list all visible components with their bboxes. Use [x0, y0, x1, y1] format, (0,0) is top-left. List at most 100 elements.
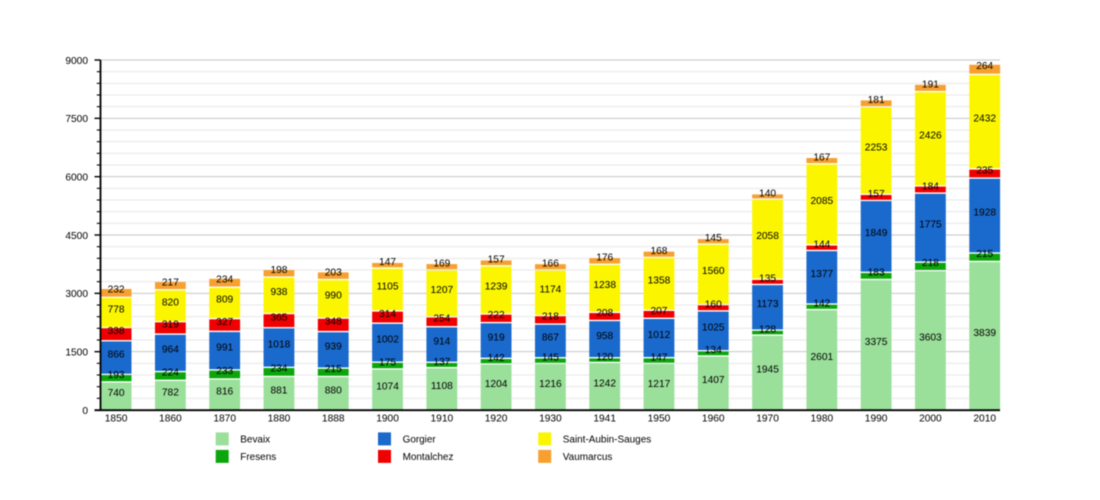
svg-text:3839: 3839 — [973, 328, 996, 339]
svg-text:234: 234 — [270, 364, 287, 375]
svg-text:2601: 2601 — [811, 352, 834, 363]
svg-text:740: 740 — [108, 388, 125, 399]
svg-text:9000: 9000 — [65, 56, 88, 67]
svg-text:168: 168 — [650, 246, 667, 257]
svg-text:782: 782 — [162, 387, 179, 398]
svg-text:1849: 1849 — [865, 228, 888, 239]
svg-text:2058: 2058 — [756, 231, 779, 242]
svg-text:217: 217 — [162, 277, 179, 288]
svg-text:314: 314 — [379, 309, 396, 320]
svg-text:2000: 2000 — [919, 413, 942, 424]
svg-text:1074: 1074 — [376, 382, 399, 393]
svg-text:Gorgier: Gorgier — [403, 435, 437, 446]
svg-text:1204: 1204 — [485, 379, 508, 390]
svg-text:1928: 1928 — [973, 207, 996, 218]
svg-text:184: 184 — [922, 181, 939, 192]
svg-text:938: 938 — [270, 287, 287, 298]
svg-text:2085: 2085 — [811, 196, 834, 207]
svg-text:867: 867 — [542, 333, 559, 344]
svg-text:820: 820 — [162, 298, 179, 309]
svg-text:1242: 1242 — [593, 378, 616, 389]
svg-text:1960: 1960 — [702, 413, 725, 424]
svg-text:1910: 1910 — [430, 413, 453, 424]
svg-text:3000: 3000 — [65, 289, 88, 300]
svg-text:1377: 1377 — [811, 269, 834, 280]
svg-text:135: 135 — [759, 274, 776, 285]
svg-text:1500: 1500 — [65, 347, 88, 358]
svg-text:365: 365 — [270, 312, 287, 323]
svg-text:991: 991 — [216, 342, 233, 353]
svg-text:809: 809 — [216, 295, 233, 306]
svg-text:2010: 2010 — [973, 413, 996, 424]
svg-text:348: 348 — [325, 317, 342, 328]
svg-text:990: 990 — [325, 291, 342, 302]
svg-text:1025: 1025 — [702, 323, 725, 334]
svg-text:167: 167 — [813, 152, 830, 163]
svg-text:1174: 1174 — [539, 285, 561, 296]
svg-text:215: 215 — [325, 364, 342, 375]
svg-text:1920: 1920 — [485, 413, 508, 424]
svg-text:1407: 1407 — [702, 375, 725, 386]
svg-text:880: 880 — [325, 385, 342, 396]
svg-text:137: 137 — [433, 357, 450, 368]
svg-text:169: 169 — [433, 258, 450, 269]
svg-text:1970: 1970 — [756, 413, 779, 424]
svg-text:881: 881 — [270, 385, 287, 396]
svg-text:Montalchez: Montalchez — [403, 452, 454, 463]
svg-text:1950: 1950 — [648, 413, 671, 424]
svg-text:147: 147 — [650, 352, 667, 363]
svg-text:218: 218 — [922, 258, 939, 269]
svg-text:964: 964 — [162, 345, 179, 356]
svg-text:958: 958 — [596, 331, 613, 342]
svg-text:1560: 1560 — [702, 266, 725, 277]
svg-text:1941: 1941 — [593, 413, 616, 424]
svg-text:Fresens: Fresens — [240, 452, 276, 463]
svg-text:232: 232 — [108, 285, 125, 296]
svg-text:191: 191 — [922, 80, 939, 91]
svg-text:2426: 2426 — [919, 131, 942, 142]
svg-text:1945: 1945 — [756, 365, 779, 376]
svg-text:914: 914 — [433, 336, 450, 347]
svg-text:319: 319 — [162, 320, 179, 331]
svg-text:7500: 7500 — [65, 114, 88, 125]
svg-text:224: 224 — [162, 368, 179, 379]
svg-text:144: 144 — [813, 239, 830, 250]
svg-text:1860: 1860 — [159, 413, 182, 424]
svg-text:Bevaix: Bevaix — [240, 435, 270, 446]
svg-text:1990: 1990 — [865, 413, 888, 424]
svg-text:1216: 1216 — [539, 379, 562, 390]
svg-text:166: 166 — [542, 258, 559, 269]
svg-text:1775: 1775 — [919, 219, 942, 230]
svg-text:1870: 1870 — [213, 413, 236, 424]
svg-text:157: 157 — [868, 189, 885, 200]
svg-text:198: 198 — [270, 265, 287, 276]
svg-text:1173: 1173 — [757, 299, 779, 310]
svg-text:254: 254 — [433, 314, 450, 325]
svg-text:816: 816 — [216, 387, 233, 398]
svg-text:1108: 1108 — [431, 381, 453, 392]
svg-text:145: 145 — [705, 233, 722, 244]
svg-text:327: 327 — [216, 317, 233, 328]
svg-text:Vaumarcus: Vaumarcus — [563, 452, 613, 463]
svg-text:338: 338 — [108, 326, 125, 337]
svg-text:1880: 1880 — [268, 413, 291, 424]
svg-text:778: 778 — [108, 304, 125, 315]
svg-text:207: 207 — [650, 306, 667, 317]
svg-text:919: 919 — [488, 332, 505, 343]
svg-text:157: 157 — [488, 255, 505, 266]
svg-text:203: 203 — [325, 267, 342, 278]
svg-text:193: 193 — [108, 370, 125, 381]
svg-text:145: 145 — [542, 352, 559, 363]
svg-text:176: 176 — [596, 253, 613, 264]
svg-text:215: 215 — [976, 249, 993, 260]
svg-text:208: 208 — [596, 308, 613, 319]
svg-text:234: 234 — [216, 274, 233, 285]
svg-text:222: 222 — [488, 310, 505, 321]
svg-text:1012: 1012 — [648, 330, 671, 341]
svg-text:175: 175 — [379, 357, 396, 368]
svg-text:140: 140 — [759, 188, 776, 199]
svg-text:218: 218 — [542, 312, 559, 323]
svg-text:1888: 1888 — [322, 413, 345, 424]
svg-text:866: 866 — [108, 349, 125, 360]
svg-text:0: 0 — [82, 406, 88, 417]
